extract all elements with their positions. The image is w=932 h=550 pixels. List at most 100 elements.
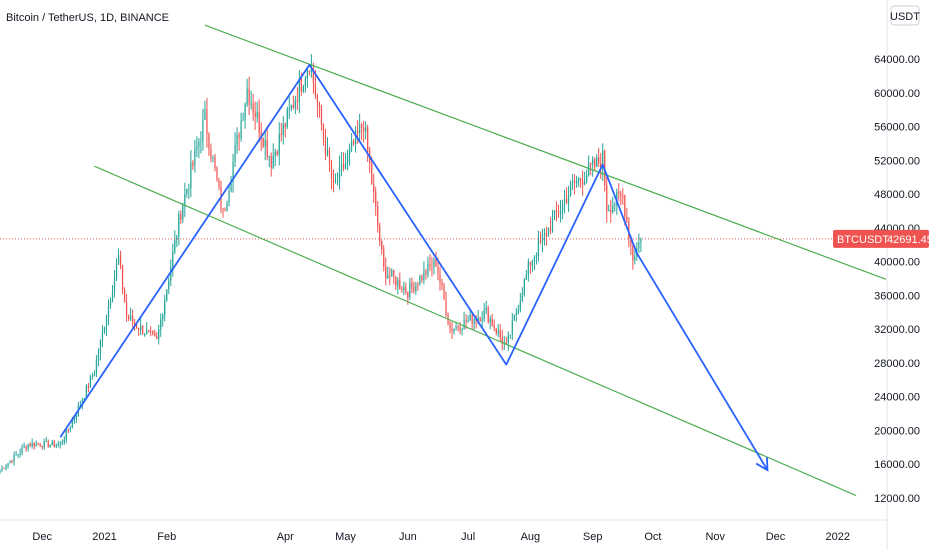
candle-body [23,446,25,448]
candle-body [222,209,224,211]
candle-body [182,205,184,220]
candle-body [340,164,343,168]
candle-body [79,404,81,406]
candle-body [547,227,550,237]
candle-body [409,282,411,298]
candle-body [443,285,445,300]
candle-body [630,238,632,246]
candle-body [441,282,443,286]
candle-body [622,195,624,197]
candle-body [393,269,395,277]
candle-body [401,288,403,291]
candle-body [385,266,387,279]
candle-body [240,120,242,139]
candle-body [248,88,250,105]
candle-body [252,103,254,113]
candle-body [346,154,349,163]
candle-body [71,421,73,428]
candle-body [537,240,540,257]
channel-lower-line[interactable] [94,165,857,497]
projection-path[interactable] [59,64,769,471]
candle-body [15,454,17,456]
candle-body [270,156,272,169]
candle-body [172,251,174,268]
candle-body [148,330,150,332]
candle-body [563,198,566,203]
candle-body [218,179,220,187]
candle-body [65,429,67,440]
candle-body [371,163,373,184]
candle-body [425,270,427,276]
candle-body [198,141,200,148]
unit-selector[interactable]: USDT [890,5,920,26]
candle-body [49,444,51,448]
candle-body [200,141,202,143]
projection-arrowhead [755,457,769,472]
candle-body [43,441,45,448]
candle-body [140,325,142,330]
last-price-label: 42691.45 [887,234,932,246]
candle-body [276,151,278,155]
candle-body [9,460,11,464]
candle-body [17,453,19,455]
candle-body [529,261,532,266]
candle-body [539,240,542,242]
candle-body [61,442,63,444]
candle-body [230,182,232,192]
candle-body [543,232,546,236]
candle-body [288,108,290,110]
candle-body [208,133,210,150]
candle-body [170,267,172,281]
candle-body [626,216,628,222]
candle-body [561,202,564,211]
time-tick-label: May [335,531,356,543]
time-axis[interactable]: Dec 2021 Feb Apr May Jun Jul Aug Sep Oct Nov Dec 202… [32,531,850,543]
candle-body [391,269,393,276]
candle-body [150,330,152,332]
candle-body [127,316,130,319]
candle-body [138,327,140,330]
candle-body [614,204,616,206]
candle-body [228,191,230,203]
candle-body [238,134,240,139]
candle-body [612,205,614,213]
candle-body [152,331,154,334]
candle-body [107,305,110,318]
candle-body [513,315,515,321]
candle-body [541,235,544,242]
candle-body [125,302,128,317]
time-tick-label: Dec [766,531,786,543]
drawing-overlays[interactable] [59,24,887,497]
candle-body [427,264,429,276]
candle-body [1,467,3,471]
price-tick-label: 28000.00 [874,358,920,370]
candle-body [477,317,479,321]
candle-body [387,275,389,279]
candle-body [608,210,610,212]
candle-body [602,150,604,169]
candle-body [590,163,592,165]
candle-body [39,444,41,447]
candle-body [555,210,558,213]
price-axis[interactable]: 12000.00 16000.00 20000.00 24000.00 28000.00… [874,54,920,505]
candle-body [242,119,244,121]
candle-body [131,315,134,323]
candle-body [298,78,300,102]
candle-body [481,318,483,322]
price-tick-label: 52000.00 [874,155,920,167]
candle-body [463,319,465,329]
candle-body [59,443,61,445]
time-tick-label: 2021 [92,531,116,543]
candle-body [13,454,15,462]
candle-body [55,445,57,447]
channel-upper-line[interactable] [204,24,887,280]
candle-body [521,295,523,302]
candle-body [224,209,226,211]
candle-body [0,470,1,472]
price-tick-label: 56000.00 [874,122,920,134]
candle-body [47,441,49,448]
candle-body [600,163,602,169]
candle-body [226,202,228,211]
candle-body [531,260,534,266]
